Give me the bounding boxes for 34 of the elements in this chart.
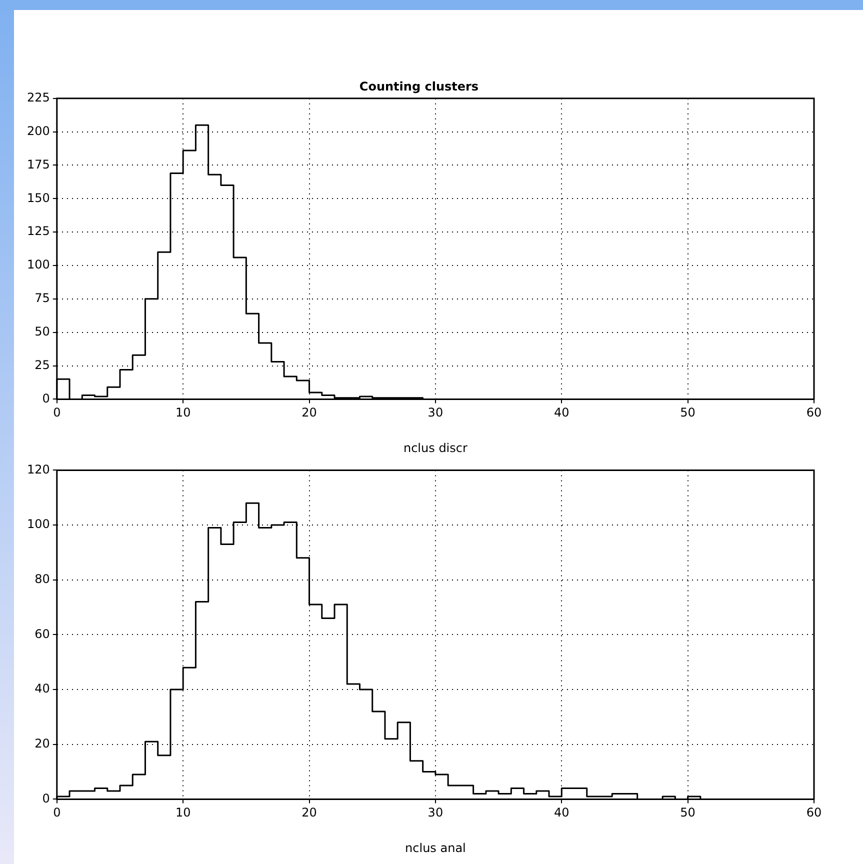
y-tick-label: 125: [27, 224, 50, 238]
x-tick-label: 10: [175, 406, 191, 420]
y-tick-label: 50: [34, 324, 50, 338]
x-axis-title: nclus discr: [403, 440, 468, 455]
x-tick-label: 50: [680, 406, 696, 420]
y-tick-label: 0: [42, 791, 50, 806]
y-tick-label: 200: [27, 124, 50, 138]
x-tick-label: 60: [806, 406, 822, 420]
y-tick-label: 75: [34, 291, 50, 306]
y-tick-label: 20: [34, 736, 50, 750]
x-axis-title: nclus anal: [405, 840, 466, 855]
x-tick-label: 40: [554, 806, 570, 820]
y-tick-label: 40: [34, 682, 50, 696]
y-tick-label: 225: [27, 90, 50, 105]
x-tick-label: 0: [53, 406, 61, 420]
y-tick-label: 0: [42, 391, 50, 406]
x-tick-label: 10: [175, 806, 191, 820]
y-tick-label: 80: [34, 572, 50, 586]
x-tick-label: 60: [806, 806, 822, 820]
y-tick-label: 175: [27, 157, 50, 172]
x-tick-label: 20: [302, 806, 317, 820]
x-tick-label: 40: [554, 406, 570, 420]
x-tick-label: 20: [302, 406, 317, 420]
y-tick-label: 60: [34, 626, 50, 641]
chart-title: Counting clusters: [359, 79, 479, 94]
y-tick-label: 150: [27, 190, 50, 205]
y-tick-label: 100: [27, 517, 50, 532]
y-tick-label: 25: [34, 358, 50, 372]
x-tick-label: 50: [680, 806, 696, 820]
y-tick-label: 120: [27, 462, 50, 476]
x-tick-label: 30: [428, 806, 444, 820]
x-tick-label: 30: [428, 406, 444, 420]
x-tick-label: 0: [53, 806, 61, 820]
y-tick-label: 100: [27, 258, 50, 272]
